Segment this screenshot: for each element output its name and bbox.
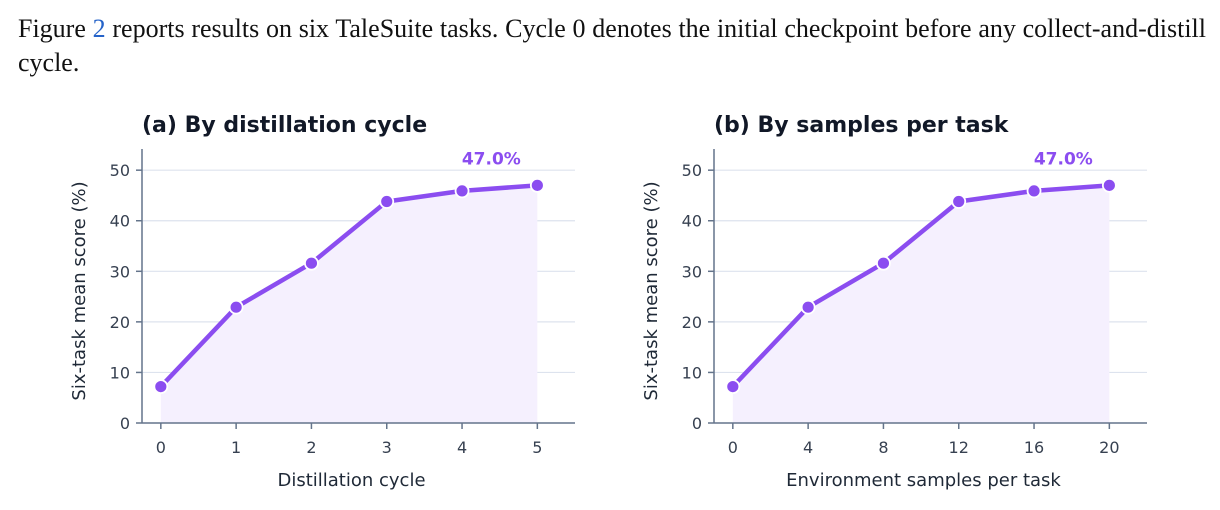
- caption-text-before: Figure: [18, 14, 93, 43]
- x-tick-label: 0: [728, 438, 738, 457]
- figure-reference-link[interactable]: 2: [92, 14, 106, 43]
- x-tick-label: 0: [156, 438, 166, 457]
- x-tick-label: 4: [803, 438, 813, 457]
- y-tick-label: 20: [682, 313, 702, 332]
- y-tick-label: 10: [110, 363, 130, 382]
- data-point: [800, 299, 816, 315]
- data-point: [951, 194, 967, 209]
- caption-text-after: reports results on six TaleSuite tasks. …: [18, 14, 1206, 77]
- y-tick-label: 0: [120, 414, 130, 433]
- area-fill: [732, 185, 1110, 423]
- x-tick-label: 12: [949, 438, 969, 457]
- chart-title: (b) By samples per task: [714, 113, 1010, 138]
- data-point: [153, 379, 169, 394]
- data-point: [1101, 177, 1117, 193]
- data-point: [876, 255, 891, 271]
- x-axis-label: Distillation cycle: [277, 470, 425, 491]
- series-line: [158, 183, 540, 389]
- chart-b: 0 10 20 30 40 50 0 4 8 12 16 20 47.0% (b) By samples …: [641, 113, 1147, 491]
- y-axis-label: Six-task mean score (%): [641, 181, 662, 400]
- peak-annotation: 47.0%: [462, 149, 521, 169]
- y-tick-label: 0: [692, 414, 702, 433]
- figure-caption: Figure 2 reports results on six TaleSuit…: [18, 12, 1206, 80]
- data-point: [1026, 183, 1042, 199]
- area-fill: [160, 185, 538, 423]
- y-axis-label: Six-task mean score (%): [69, 181, 90, 400]
- y-tick-label: 40: [682, 212, 702, 231]
- x-tick-label: 5: [532, 438, 542, 457]
- x-tick-label: 3: [382, 438, 392, 457]
- data-point: [454, 183, 470, 199]
- x-tick-label: 20: [1099, 438, 1119, 457]
- data-point: [725, 379, 741, 394]
- chart-a: 0 10 20 30 40 50 0 1 2 3 4 5 47.0% (a) By distillatio…: [69, 113, 575, 491]
- x-tick-label: 16: [1024, 438, 1044, 457]
- y-tick-label: 40: [110, 212, 130, 231]
- data-point: [228, 299, 244, 315]
- x-tick-label: 8: [878, 438, 888, 457]
- data-point: [304, 255, 319, 271]
- x-tick-label: 1: [231, 438, 241, 457]
- x-tick-label: 2: [306, 438, 316, 457]
- x-axis-label: Environment samples per task: [786, 470, 1061, 491]
- y-tick-label: 50: [682, 161, 702, 180]
- y-tick-label: 30: [682, 262, 702, 281]
- y-tick-label: 10: [682, 363, 702, 382]
- data-point: [529, 177, 545, 193]
- data-point: [379, 194, 395, 209]
- peak-annotation: 47.0%: [1034, 149, 1093, 169]
- y-tick-label: 20: [110, 313, 130, 332]
- chart-panel-b: 0 10 20 30 40 50 0 4 8 12 16 20 47.0% (b) By samples …: [572, 100, 1172, 505]
- y-tick-label: 50: [110, 161, 130, 180]
- chart-title: (a) By distillation cycle: [142, 113, 427, 138]
- chart-panel-a: 0 10 20 30 40 50 0 1 2 3 4 5 47.0% (a) By distillatio…: [0, 100, 600, 505]
- y-tick-label: 30: [110, 262, 130, 281]
- x-tick-label: 4: [457, 438, 467, 457]
- series-line: [730, 183, 1112, 389]
